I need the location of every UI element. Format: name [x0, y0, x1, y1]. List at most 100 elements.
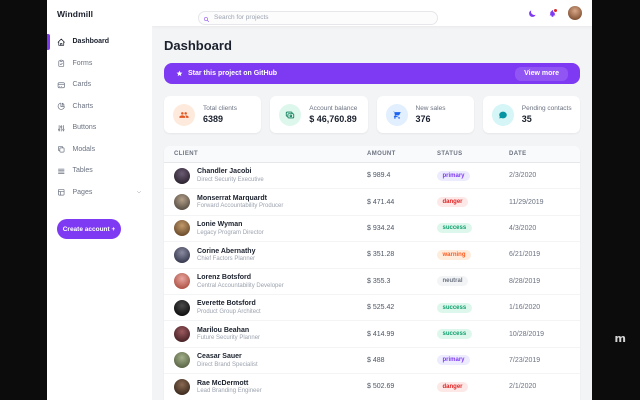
- status-badge: success: [437, 223, 472, 234]
- status-badge: danger: [437, 381, 469, 392]
- table-body: Chandler Jacobi Direct Security Executive…: [164, 163, 580, 400]
- amount-cell: $ 934.24: [367, 224, 395, 232]
- sidebar-nav: Dashboard Forms Cards Charts Buttons Modals Ta…: [47, 31, 152, 203]
- stat-card-total-clients: Total clients 6389: [164, 96, 262, 133]
- banner-text: Star this project on GitHub: [188, 70, 278, 77]
- people-icon: [179, 111, 189, 118]
- client-role: Forward Accountability Producer: [197, 203, 284, 210]
- amount-cell: $ 525.42: [367, 304, 395, 312]
- status-badge: success: [437, 302, 472, 313]
- sidebar-item-charts[interactable]: Charts: [47, 96, 152, 118]
- client-role: Central Accountability Developer: [197, 282, 284, 289]
- table-row[interactable]: Marilou Beahan Future Security Planner $ 4…: [164, 321, 580, 348]
- client-role: Direct Brand Specialist: [197, 361, 258, 368]
- client-cell: Monserrat Marquardt Forward Accountabilit…: [174, 194, 367, 211]
- modals-icon: [58, 146, 65, 153]
- table-row[interactable]: Ceasar Sauer Direct Brand Specialist $ 488…: [164, 348, 580, 375]
- client-name: Ceasar Sauer: [197, 353, 242, 361]
- avatar: [174, 326, 190, 343]
- client-role: Future Security Planner: [197, 335, 261, 342]
- table-row[interactable]: Everette Botsford Product Group Architect…: [164, 295, 580, 322]
- table-row[interactable]: Chandler Jacobi Direct Security Executive…: [164, 163, 580, 190]
- table-row[interactable]: Lonie Wyman Legacy Program Director $ 934.…: [164, 216, 580, 243]
- sidebar-item-label: Cards: [72, 81, 92, 89]
- date-cell: 4/3/2020: [509, 224, 537, 232]
- client-cell: Corine Abernathy Chief Factors Planner: [174, 246, 367, 263]
- content-column: Dashboard Star this project on GitHub Vi…: [152, 0, 592, 400]
- create-account-button[interactable]: Create account +: [57, 219, 121, 239]
- sidebar-item-forms[interactable]: Forms: [47, 53, 152, 75]
- column-header-status: Status: [437, 151, 463, 157]
- avatar: [174, 246, 190, 263]
- sidebar-item-buttons[interactable]: Buttons: [47, 117, 152, 139]
- column-header-date: Date: [509, 151, 527, 157]
- topbar-actions: [528, 6, 582, 20]
- client-role: Product Group Architect: [197, 308, 261, 315]
- card-icon: [57, 81, 65, 88]
- client-name: Chandler Jacobi: [197, 168, 252, 176]
- date-cell: 6/21/2019: [509, 251, 541, 259]
- client-role: Direct Security Executive: [197, 176, 264, 183]
- profile-avatar[interactable]: [568, 6, 582, 20]
- client-name: Monserrat Marquardt: [197, 194, 268, 202]
- sidebar-item-tables[interactable]: Tables: [47, 160, 152, 182]
- stat-card-new-sales: New sales 376: [376, 96, 474, 133]
- adjustments-icon: [58, 124, 65, 131]
- money-icon: [286, 111, 295, 118]
- status-badge: primary: [437, 355, 471, 366]
- date-cell: 7/23/2019: [509, 356, 541, 364]
- theme-toggle-button[interactable]: [528, 9, 537, 18]
- table-row[interactable]: Rae McDermott Lead Branding Engineer $ 502…: [164, 374, 580, 400]
- status-badge: danger: [437, 197, 469, 208]
- avatar: [174, 220, 190, 237]
- chevron-down-icon: [137, 191, 141, 194]
- client-cell: Lorenz Botsford Central Accountability De…: [174, 273, 367, 290]
- date-cell: 1/16/2020: [509, 304, 541, 312]
- amount-cell: $ 502.69: [367, 383, 395, 391]
- client-name: Lorenz Botsford: [197, 274, 252, 281]
- sidebar-item-pages[interactable]: Pages: [47, 182, 152, 204]
- sidebar-item-dashboard[interactable]: Dashboard: [47, 31, 152, 53]
- avatar: [174, 352, 190, 369]
- avatar: [174, 194, 190, 211]
- search-icon: [203, 10, 210, 22]
- brand-watermark: m: [614, 332, 626, 345]
- sidebar-item-label: Pages: [72, 188, 93, 196]
- search-icon: [204, 17, 209, 22]
- notifications-button[interactable]: [548, 7, 558, 18]
- date-cell: 11/29/2019: [509, 198, 544, 206]
- view-more-button[interactable]: View more: [515, 66, 568, 81]
- stat-value: 6389: [203, 114, 224, 125]
- status-badge: neutral: [437, 276, 469, 287]
- sidebar-item-label: Charts: [72, 102, 94, 110]
- clients-table: Client Amount Status Date Chandler Jacobi Di…: [164, 146, 580, 400]
- table-row[interactable]: Lorenz Botsford Central Accountability De…: [164, 269, 580, 295]
- sidebar-item-modals[interactable]: Modals: [47, 139, 152, 161]
- table-row[interactable]: Corine Abernathy Chief Factors Planner $ 3…: [164, 242, 580, 269]
- amount-cell: $ 989.4: [367, 172, 391, 180]
- moon-icon: [529, 9, 536, 17]
- github-banner[interactable]: Star this project on GitHub View more: [164, 63, 580, 84]
- page-title: Dashboard: [164, 38, 232, 53]
- avatar: [174, 299, 190, 316]
- sidebar: Windmill Dashboard Forms Cards Charts Button…: [47, 0, 152, 400]
- date-cell: 2/1/2020: [509, 383, 537, 391]
- amount-cell: $ 355.3: [367, 277, 391, 285]
- topbar: [152, 0, 592, 26]
- stat-label: Total clients: [203, 104, 237, 112]
- sidebar-item-label: Dashboard: [72, 38, 110, 46]
- table-row[interactable]: Monserrat Marquardt Forward Accountabilit…: [164, 189, 580, 216]
- date-cell: 2/3/2020: [509, 172, 537, 180]
- stat-label: New sales: [415, 104, 446, 112]
- star-icon: [176, 70, 183, 77]
- client-role: Lead Branding Engineer: [197, 388, 262, 395]
- avatar: [174, 378, 190, 395]
- date-cell: 8/28/2019: [509, 277, 541, 285]
- client-cell: Lonie Wyman Legacy Program Director: [174, 220, 367, 237]
- client-cell: Chandler Jacobi Direct Security Executive: [174, 167, 367, 184]
- sidebar-item-label: Tables: [72, 167, 93, 175]
- sidebar-item-cards[interactable]: Cards: [47, 74, 152, 96]
- search-input[interactable]: [198, 10, 438, 25]
- client-cell: Marilou Beahan Future Security Planner: [174, 326, 367, 343]
